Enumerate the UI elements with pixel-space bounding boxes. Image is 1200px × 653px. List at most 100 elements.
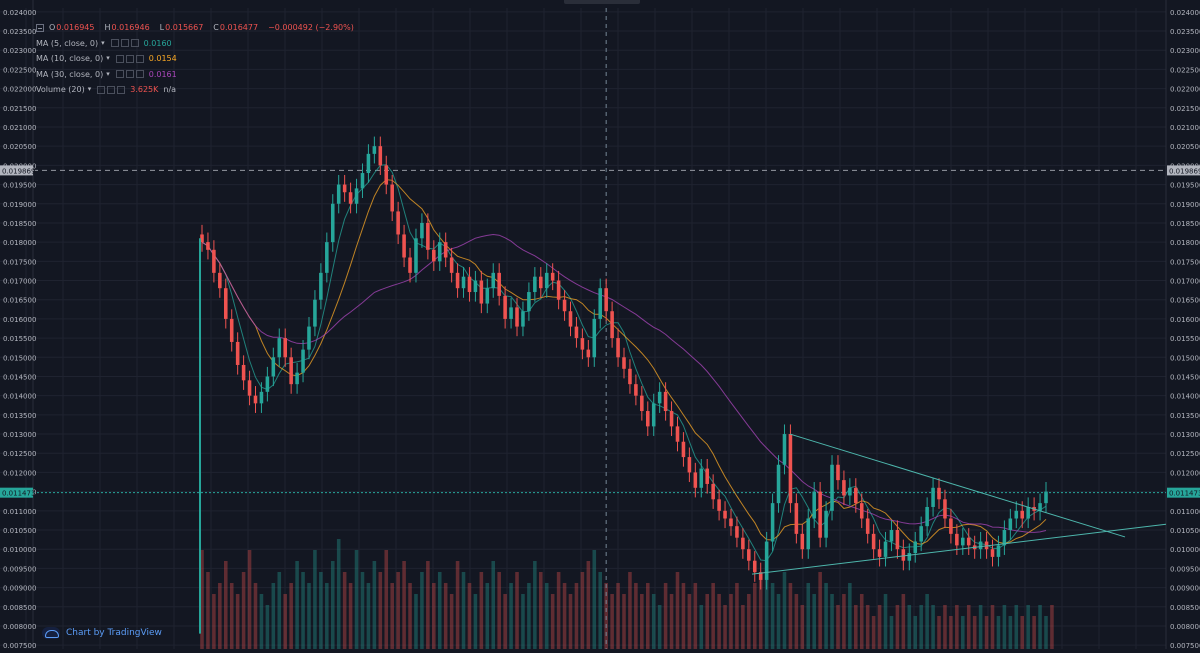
y-tick-label-right: 0.023500 — [1170, 28, 1200, 36]
close-icon[interactable] — [135, 54, 144, 63]
price-tag-left: 0.011473 — [2, 490, 35, 498]
ma10-row[interactable]: MA (10, close, 0) ▾ 0.0154 — [36, 51, 359, 67]
volume-bar — [735, 583, 739, 649]
volume-bar — [200, 550, 204, 649]
volume-bar — [319, 572, 323, 649]
collapse-legend-button[interactable] — [36, 23, 44, 32]
change-value: −0.000492 (−2.90%) — [268, 23, 354, 32]
candle-body — [913, 541, 918, 554]
ma5-label[interactable]: MA (5, close, 0) — [36, 38, 99, 48]
candle-body — [414, 238, 418, 273]
volume-bar — [925, 594, 929, 649]
candle-body — [735, 526, 739, 538]
volume-bar — [717, 594, 721, 649]
close-icon[interactable] — [135, 70, 144, 79]
chevron-down-icon[interactable]: ▾ — [87, 85, 92, 93]
volume-bar — [396, 572, 400, 649]
volume-bar — [1008, 616, 1013, 649]
y-tick-label-right: 0.023000 — [1170, 47, 1200, 55]
candle-body — [794, 503, 799, 534]
eye-icon[interactable] — [115, 54, 124, 63]
volume-bar — [562, 583, 567, 649]
settings-icon[interactable] — [125, 70, 134, 79]
y-tick-label-right: 0.014000 — [1170, 393, 1200, 401]
chart-legend: O0.016945 H0.016946 L0.015667 C0.016477 … — [36, 20, 359, 98]
y-tick-label-right: 0.016500 — [1170, 297, 1200, 305]
y-tick-label-left: 0.007500 — [3, 642, 36, 649]
volume-bar — [366, 583, 371, 649]
close-icon[interactable] — [130, 39, 139, 48]
candle-body — [509, 307, 513, 319]
y-tick-label-right: 0.018000 — [1170, 239, 1200, 247]
eye-icon[interactable] — [97, 85, 106, 94]
volume-row[interactable]: Volume (20) ▾ 3.625K n/a — [36, 82, 359, 98]
ma10-label[interactable]: MA (10, close, 0) — [36, 54, 104, 63]
candle-body — [824, 510, 828, 538]
eye-icon[interactable] — [115, 70, 124, 79]
volume-bar — [871, 616, 876, 649]
candle-body — [455, 272, 460, 289]
candle-body — [319, 272, 323, 300]
volume-bar — [883, 594, 888, 649]
chevron-down-icon[interactable]: ▾ — [101, 38, 105, 47]
candle-body — [622, 357, 626, 369]
candle-body — [1014, 510, 1019, 519]
chevron-down-icon[interactable]: ▾ — [106, 69, 110, 78]
chevron-down-icon[interactable]: ▾ — [106, 54, 110, 62]
candle-body — [800, 533, 805, 550]
candle-body — [628, 368, 632, 385]
volume-bar — [657, 605, 662, 649]
candle-body — [485, 288, 490, 304]
candle-body — [699, 468, 704, 488]
settings-icon[interactable] — [125, 54, 134, 63]
candle-body — [651, 403, 656, 427]
y-tick-label-right: 0.021500 — [1170, 105, 1200, 113]
candle-body — [854, 487, 858, 504]
volume-bar — [598, 572, 603, 649]
volume-bar — [348, 583, 353, 649]
tradingview-watermark[interactable]: Chart by TradingView — [42, 627, 162, 639]
watermark-text[interactable]: Chart by TradingView — [66, 628, 162, 638]
volume-bar — [895, 605, 900, 649]
ma30-row[interactable]: MA (30, close, 0) ▾ 0.0161 — [36, 67, 359, 83]
volume-bar — [705, 594, 709, 649]
close-icon[interactable] — [117, 85, 126, 94]
volume-bar — [877, 605, 882, 649]
volume-bar — [443, 583, 448, 649]
volume-bar — [747, 594, 751, 649]
volume-bar — [408, 583, 412, 649]
candle-body — [859, 503, 864, 519]
candle-body — [907, 553, 912, 561]
volume-bar — [491, 561, 496, 649]
price-tag-right-bg — [1167, 165, 1200, 176]
trendline-lower[interactable] — [751, 523, 1167, 575]
ma5-row[interactable]: MA (5, close, 0) ▾ 0.0160 — [36, 36, 359, 52]
y-tick-label-right: 0.010000 — [1170, 546, 1200, 554]
candle-body — [277, 338, 282, 358]
settings-icon[interactable] — [120, 39, 129, 48]
volume-bar — [580, 572, 585, 649]
volume-bar — [758, 572, 763, 649]
y-tick-label-right: 0.017500 — [1170, 258, 1200, 266]
volume-bar — [937, 616, 941, 649]
y-tick-label-left: 0.014000 — [3, 393, 36, 401]
volume-bar — [574, 583, 579, 649]
trendline-upper[interactable] — [789, 433, 1126, 538]
ma30-label[interactable]: MA (30, close, 0) — [36, 69, 104, 79]
candle-body — [390, 184, 394, 212]
volume-bar — [634, 583, 638, 649]
volume-bar — [265, 605, 270, 649]
candle-body — [1038, 503, 1042, 511]
candle-body — [640, 395, 644, 412]
top-handle[interactable] — [564, 0, 640, 4]
y-tick-label-left: 0.008000 — [3, 623, 36, 631]
volume-na: n/a — [163, 85, 177, 94]
eye-icon[interactable] — [110, 39, 119, 48]
volume-bar — [645, 583, 650, 649]
settings-icon[interactable] — [107, 85, 116, 94]
y-tick-label-left: 0.021500 — [3, 105, 36, 113]
candle-body — [711, 483, 715, 500]
volume-label[interactable]: Volume (20) — [36, 85, 85, 94]
